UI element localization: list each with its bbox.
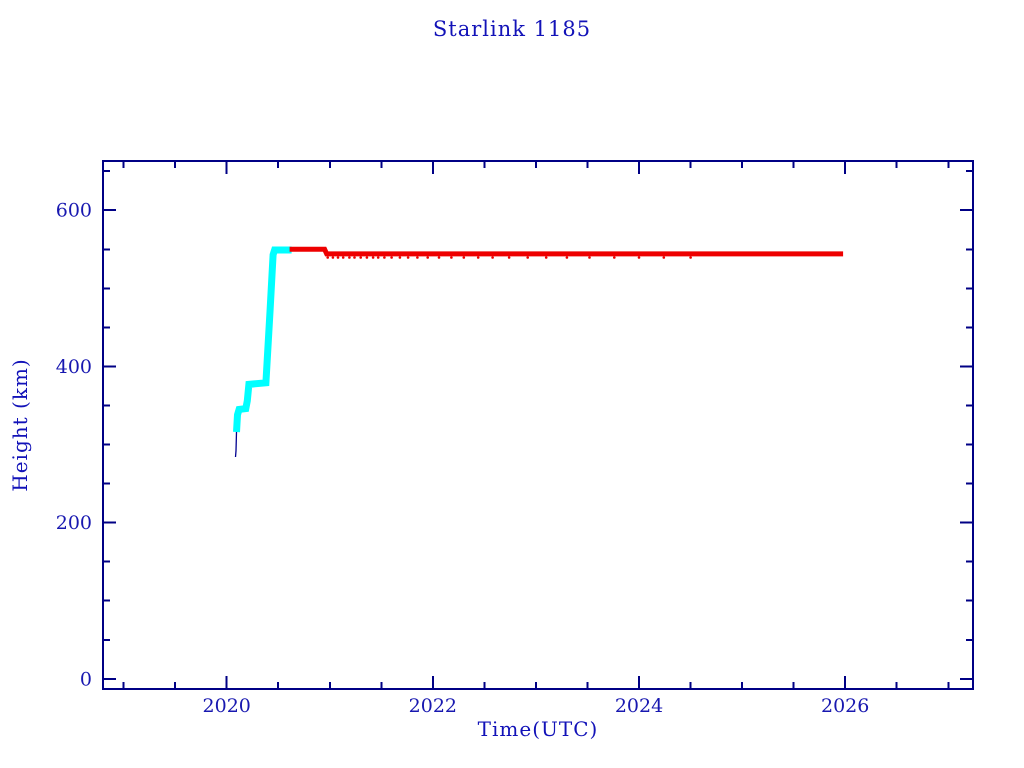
red-data-point-fringe-dot: [588, 256, 591, 259]
red-data-point-fringe-dot: [359, 256, 363, 259]
red-data-point-fringe-dot: [637, 256, 641, 259]
red-data-point-fringe-dot: [390, 256, 393, 259]
x-tick-label: 2022: [409, 695, 457, 717]
plot-frame: [102, 160, 974, 690]
red-data-point-fringe-dot: [398, 256, 402, 259]
chart-title: Starlink 1185: [432, 17, 592, 41]
red-data-point-fringe-dot: [326, 256, 330, 259]
red-data-point-fringe-dot: [336, 256, 340, 259]
y-tick-label: 600: [56, 200, 92, 222]
red-data-point-fringe-dot: [462, 256, 466, 259]
red-data-point-fringe-dot: [365, 256, 369, 259]
x-tick-label: 2020: [203, 695, 251, 717]
y-tick-label: 0: [80, 668, 92, 690]
red-data-point-fringe-dot: [331, 256, 335, 259]
red-data-point-fringe-dot: [371, 256, 375, 259]
y-tick-label: 400: [56, 356, 92, 378]
red-data-point-fringe-dot: [341, 256, 345, 259]
red-data-point-fringe-dot: [376, 256, 380, 259]
red-data-point-fringe-dot: [416, 256, 419, 259]
red-data-point-fringe-dot: [613, 256, 616, 259]
red-data-point-fringe-dot: [689, 256, 692, 259]
red-data-point-fringe-dot: [426, 256, 430, 259]
orbit-raising-cyan-line: [233, 246, 292, 433]
red-data-point-fringe-dot: [406, 256, 410, 259]
operational-red-line: [289, 246, 844, 257]
x-tick-label: 2026: [821, 695, 869, 717]
y-tick-label: 200: [56, 512, 92, 534]
red-data-point-fringe-dot: [565, 256, 569, 259]
red-data-point-fringe-dot: [437, 256, 441, 259]
red-data-point-fringe-dot: [544, 256, 548, 259]
red-data-point-fringe-dot: [662, 256, 666, 259]
red-data-point-fringe-dot: [450, 256, 453, 259]
red-data-point-fringe-dot: [348, 256, 351, 259]
red-data-point-fringe-dot: [491, 256, 494, 259]
x-axis-title: Time(UTC): [477, 717, 599, 741]
pre-deploy-thin-line-line: [234, 431, 238, 458]
red-data-point-fringe-dot: [383, 256, 386, 259]
red-data-point-fringe-dot: [526, 256, 529, 259]
red-data-point-fringe-dot: [353, 256, 356, 259]
x-tick-label: 2024: [615, 695, 663, 717]
red-data-point-fringe-dot: [507, 256, 511, 259]
red-data-point-fringe-dot: [476, 256, 480, 259]
